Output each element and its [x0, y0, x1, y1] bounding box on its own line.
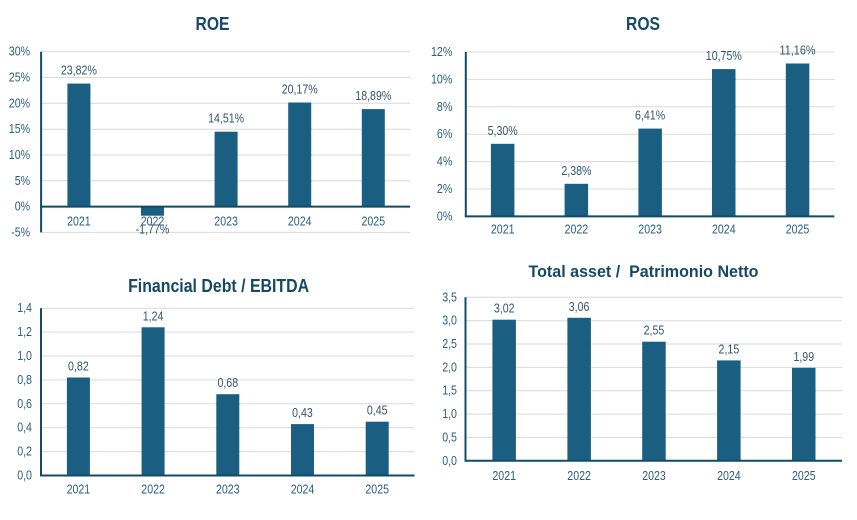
svg-text:12%: 12%	[431, 45, 452, 59]
svg-text:25%: 25%	[9, 71, 30, 85]
svg-text:8%: 8%	[437, 100, 452, 114]
svg-text:2022: 2022	[567, 469, 591, 483]
svg-text:6,41%: 6,41%	[635, 109, 665, 123]
svg-text:10%: 10%	[431, 72, 452, 86]
svg-text:0,68: 0,68	[217, 376, 238, 390]
svg-text:ROS: ROS	[626, 14, 660, 34]
svg-text:Total asset / Patrimonio Nett: Total asset / Patrimonio Netto	[529, 262, 759, 281]
svg-text:4%: 4%	[437, 155, 452, 169]
svg-text:2021: 2021	[67, 215, 91, 229]
svg-text:2022: 2022	[565, 223, 589, 237]
svg-text:5,30%: 5,30%	[488, 124, 518, 138]
svg-text:1,24: 1,24	[143, 309, 164, 323]
svg-text:2025: 2025	[792, 469, 816, 483]
svg-text:0,5: 0,5	[442, 431, 457, 445]
svg-text:-1,77%: -1,77%	[136, 223, 170, 237]
svg-text:-5%: -5%	[11, 225, 30, 239]
svg-text:0,0: 0,0	[442, 454, 457, 468]
svg-text:3,0: 3,0	[442, 314, 457, 328]
svg-text:23,82%: 23,82%	[61, 64, 97, 78]
svg-text:2%: 2%	[437, 182, 452, 196]
svg-text:2021: 2021	[67, 482, 91, 496]
svg-text:1,4: 1,4	[17, 301, 32, 315]
svg-text:0,6: 0,6	[17, 397, 32, 411]
svg-text:1,0: 1,0	[17, 349, 32, 363]
svg-text:ROE: ROE	[196, 14, 230, 34]
svg-text:2024: 2024	[717, 469, 741, 483]
svg-text:2023: 2023	[638, 223, 662, 237]
svg-text:3,02: 3,02	[494, 302, 515, 316]
svg-text:0,4: 0,4	[17, 421, 32, 435]
svg-text:1,5: 1,5	[442, 384, 457, 398]
svg-text:2022: 2022	[141, 482, 165, 496]
svg-text:1,99: 1,99	[793, 350, 814, 364]
svg-text:5%: 5%	[15, 174, 30, 188]
svg-text:18,89%: 18,89%	[355, 89, 391, 103]
svg-text:0,2: 0,2	[17, 445, 32, 459]
svg-text:0,0: 0,0	[17, 469, 32, 483]
svg-text:2023: 2023	[214, 215, 238, 229]
svg-text:2025: 2025	[786, 223, 810, 237]
svg-text:2,55: 2,55	[644, 324, 665, 338]
svg-text:0,43: 0,43	[292, 406, 313, 420]
svg-text:15%: 15%	[9, 122, 30, 136]
svg-text:2021: 2021	[492, 469, 516, 483]
svg-text:2,5: 2,5	[442, 337, 457, 351]
svg-text:0,82: 0,82	[68, 360, 89, 374]
svg-text:20,17%: 20,17%	[282, 83, 318, 97]
svg-text:Financial Debt / EBITDA: Financial Debt / EBITDA	[128, 276, 309, 296]
svg-text:2023: 2023	[216, 482, 240, 496]
svg-text:0,8: 0,8	[17, 373, 32, 387]
svg-text:2022: 2022	[141, 215, 165, 229]
svg-text:2025: 2025	[362, 215, 386, 229]
svg-text:1,2: 1,2	[17, 325, 32, 339]
svg-text:10%: 10%	[9, 148, 30, 162]
svg-text:1,0: 1,0	[442, 407, 457, 421]
svg-text:3,5: 3,5	[442, 290, 457, 304]
svg-text:2,0: 2,0	[442, 360, 457, 374]
svg-text:0%: 0%	[15, 200, 30, 214]
svg-text:0,45: 0,45	[367, 404, 388, 418]
svg-text:10,75%: 10,75%	[706, 49, 742, 63]
svg-text:2025: 2025	[365, 482, 389, 496]
svg-text:2024: 2024	[712, 223, 736, 237]
svg-text:20%: 20%	[9, 96, 30, 110]
svg-text:2021: 2021	[491, 223, 515, 237]
svg-text:2024: 2024	[291, 482, 315, 496]
svg-text:6%: 6%	[437, 127, 452, 141]
svg-text:3,06: 3,06	[569, 300, 590, 314]
svg-text:30%: 30%	[9, 45, 30, 59]
svg-text:11,16%: 11,16%	[780, 44, 816, 58]
svg-text:2023: 2023	[642, 469, 666, 483]
svg-text:0%: 0%	[437, 209, 452, 223]
svg-text:2,15: 2,15	[719, 342, 740, 356]
svg-text:14,51%: 14,51%	[208, 112, 244, 126]
svg-text:2024: 2024	[288, 215, 312, 229]
svg-text:2,38%: 2,38%	[561, 164, 591, 178]
